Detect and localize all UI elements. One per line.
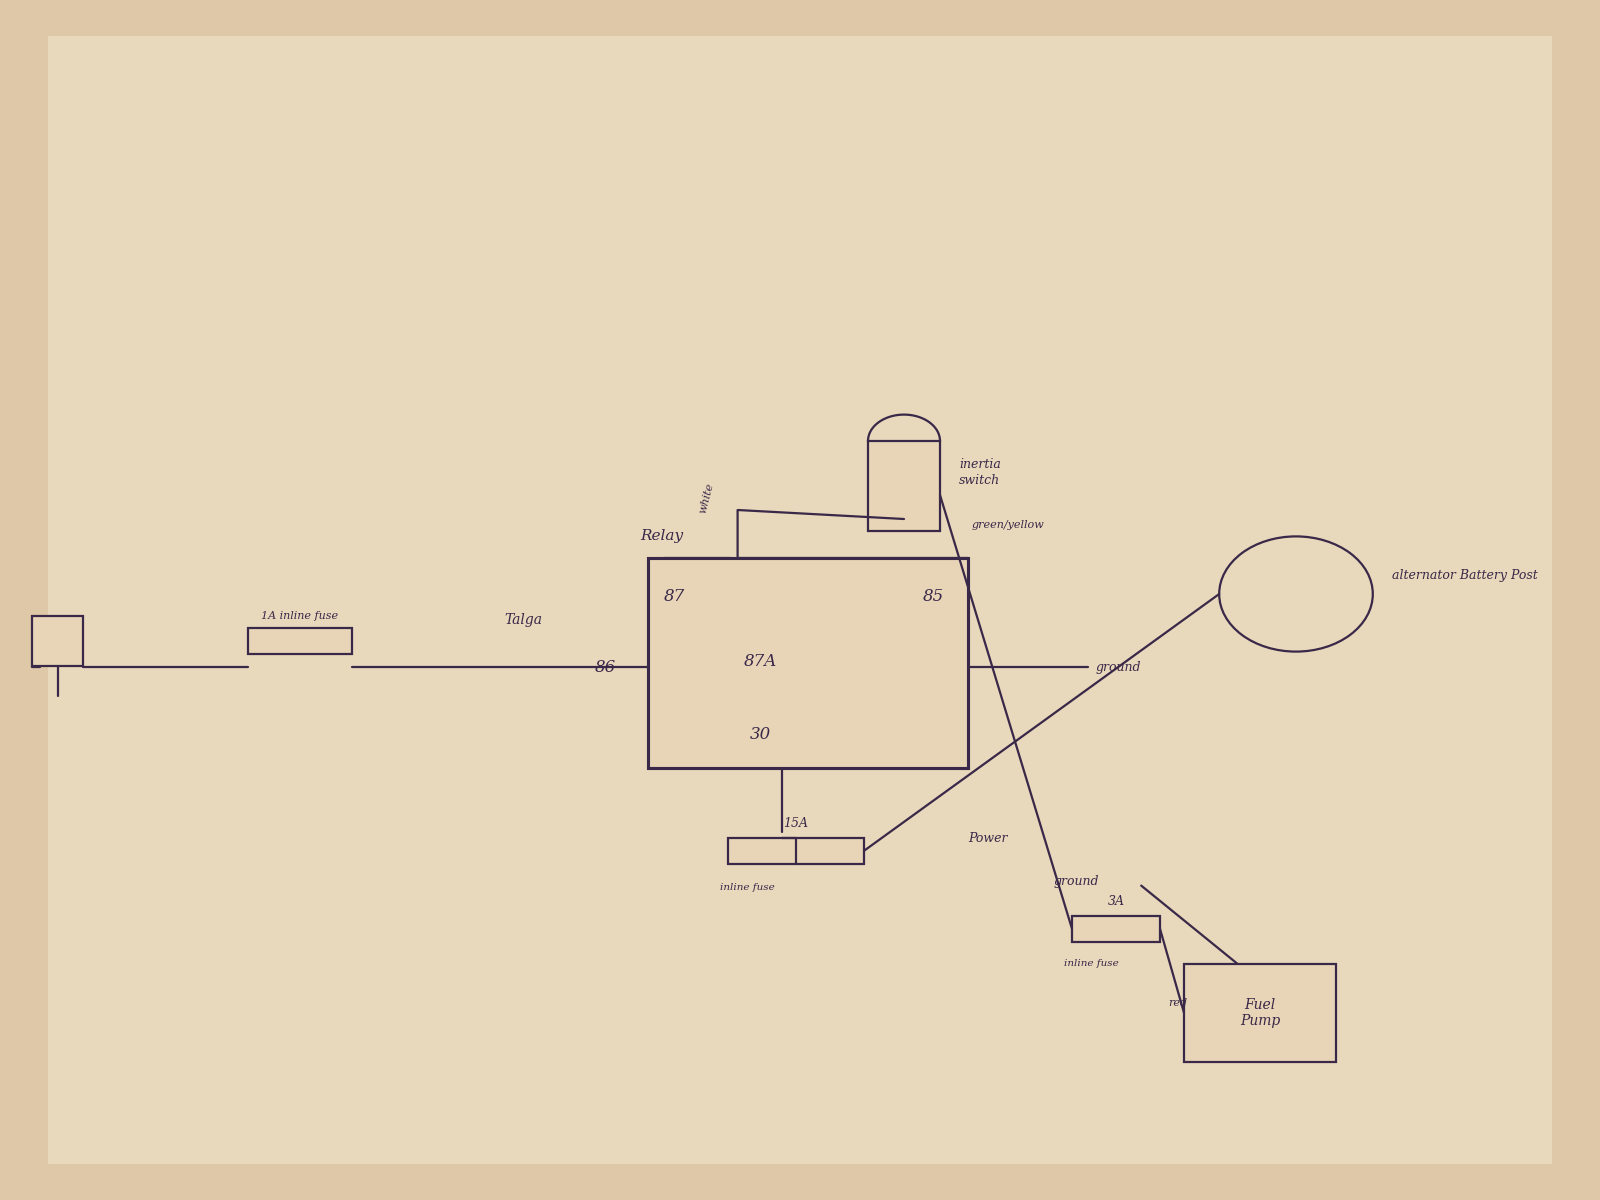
Text: alternator Battery Post: alternator Battery Post bbox=[1392, 570, 1538, 582]
Text: red: red bbox=[1168, 998, 1187, 1008]
Text: Power: Power bbox=[968, 833, 1008, 845]
FancyBboxPatch shape bbox=[32, 616, 83, 666]
FancyBboxPatch shape bbox=[248, 628, 352, 654]
Text: green/yellow: green/yellow bbox=[971, 520, 1045, 530]
Text: 15A: 15A bbox=[784, 817, 808, 829]
FancyBboxPatch shape bbox=[1184, 964, 1336, 1062]
Text: 85: 85 bbox=[923, 588, 944, 605]
Text: 3A: 3A bbox=[1107, 895, 1125, 907]
FancyBboxPatch shape bbox=[867, 442, 941, 530]
Text: white: white bbox=[698, 481, 715, 515]
Text: inline fuse: inline fuse bbox=[1064, 959, 1118, 968]
Text: inline fuse: inline fuse bbox=[720, 883, 774, 893]
Text: 87A: 87A bbox=[744, 653, 776, 670]
Text: 86: 86 bbox=[595, 659, 616, 676]
Text: Talga: Talga bbox=[504, 613, 542, 628]
Text: 87: 87 bbox=[664, 588, 685, 605]
Text: ground: ground bbox=[1096, 661, 1141, 673]
Text: ground: ground bbox=[1053, 876, 1099, 888]
Text: Fuel
Pump: Fuel Pump bbox=[1240, 997, 1280, 1028]
FancyBboxPatch shape bbox=[648, 558, 968, 768]
FancyBboxPatch shape bbox=[32, 24, 1568, 1176]
Text: 1A inline fuse: 1A inline fuse bbox=[261, 611, 339, 620]
Text: 30: 30 bbox=[749, 726, 771, 743]
Text: Relay: Relay bbox=[640, 529, 683, 544]
FancyBboxPatch shape bbox=[1072, 916, 1160, 942]
FancyBboxPatch shape bbox=[728, 838, 864, 864]
Text: inertia
switch: inertia switch bbox=[960, 458, 1002, 486]
